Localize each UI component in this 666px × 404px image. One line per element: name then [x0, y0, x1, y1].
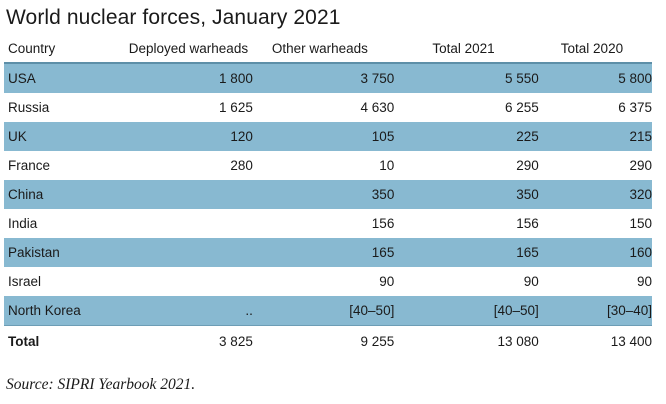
cell-deployed [126, 238, 253, 267]
cell-total-2021: 290 [516, 158, 539, 173]
header-total-2021: Total 2021 [394, 34, 539, 64]
table-row: USA 1 800 3 750 5 550 5 800 [4, 63, 652, 93]
header-other: Other warheads [252, 34, 395, 64]
cell-country: France [8, 158, 51, 173]
header-deployed: Deployed warheads [126, 34, 253, 64]
cell-other: 350 [252, 180, 395, 209]
cell-deployed [127, 267, 253, 296]
cell-other: 90 [379, 274, 395, 289]
table-row: China 350 350 320 [4, 180, 652, 209]
cell-total-2021: 6 255 [504, 100, 539, 115]
total-2020: 13 400 [538, 325, 652, 356]
total-deployed: 3 825 [126, 325, 253, 356]
cell-total-2020: 290 [629, 158, 652, 173]
cell-total-2020: 5 800 [538, 63, 652, 93]
cell-total-2020: 6 375 [618, 100, 652, 115]
cell-total-2020: 215 [538, 122, 652, 151]
cell-total-2021: 90 [523, 274, 539, 289]
source-note: Source: SIPRI Yearbook 2021. [6, 376, 196, 393]
cell-other: [40–50] [252, 296, 395, 326]
cell-total-2021: 165 [394, 238, 539, 267]
cell-total-2021: 225 [394, 122, 539, 151]
header-row: Country Deployed warheads Other warheads… [4, 34, 652, 64]
cell-total-2021: 350 [394, 180, 539, 209]
table-row: France 280 10 290 290 [4, 151, 652, 180]
cell-deployed [127, 209, 253, 238]
cell-total-2021: [40–50] [394, 296, 539, 326]
cell-other: 3 750 [252, 63, 395, 93]
total-label: Total [4, 325, 127, 356]
cell-country: North Korea [4, 296, 127, 326]
table-row: UK 120 105 225 215 [4, 122, 652, 151]
cell-total-2020: 160 [538, 238, 652, 267]
cell-other: 4 630 [360, 100, 395, 115]
cell-country: Pakistan [4, 238, 127, 267]
cell-other: 156 [371, 216, 395, 231]
cell-total-2020: 90 [636, 274, 652, 289]
table-row: Israel 90 90 90 [4, 267, 652, 296]
table-title: World nuclear forces, January 2021 [6, 6, 341, 29]
cell-other: 165 [252, 238, 395, 267]
cell-country: India [8, 216, 38, 231]
table-row: Pakistan 165 165 160 [4, 238, 652, 267]
nuclear-forces-table: Country Deployed warheads Other warheads… [4, 34, 652, 356]
total-other: 9 255 [252, 325, 395, 356]
cell-deployed: 280 [230, 158, 253, 173]
cell-other: 105 [252, 122, 395, 151]
cell-deployed: .. [126, 296, 253, 326]
cell-deployed: 1 625 [219, 100, 253, 115]
total-2021: 13 080 [394, 325, 539, 356]
cell-country: Russia [8, 100, 50, 115]
cell-total-2021: 5 550 [394, 63, 539, 93]
header-total-2020: Total 2020 [538, 34, 652, 64]
cell-total-2020: 320 [538, 180, 652, 209]
cell-country: Israel [8, 274, 42, 289]
cell-deployed: 120 [126, 122, 253, 151]
total-row: Total 3 825 9 255 13 080 13 400 [4, 325, 652, 356]
header-country: Country [4, 34, 127, 64]
cell-total-2020: [30–40] [538, 296, 652, 326]
table-row: Russia 1 625 4 630 6 255 6 375 [4, 93, 652, 122]
cell-deployed: 1 800 [126, 63, 253, 93]
cell-country: China [4, 180, 127, 209]
cell-total-2020: 150 [629, 216, 652, 231]
table-row: India 156 156 150 [4, 209, 652, 238]
cell-country: UK [4, 122, 127, 151]
cell-country: USA [4, 63, 127, 93]
cell-other: 10 [379, 158, 395, 173]
table-row: North Korea .. [40–50] [40–50] [30–40] [4, 296, 652, 326]
cell-total-2021: 156 [516, 216, 539, 231]
cell-deployed [126, 180, 253, 209]
